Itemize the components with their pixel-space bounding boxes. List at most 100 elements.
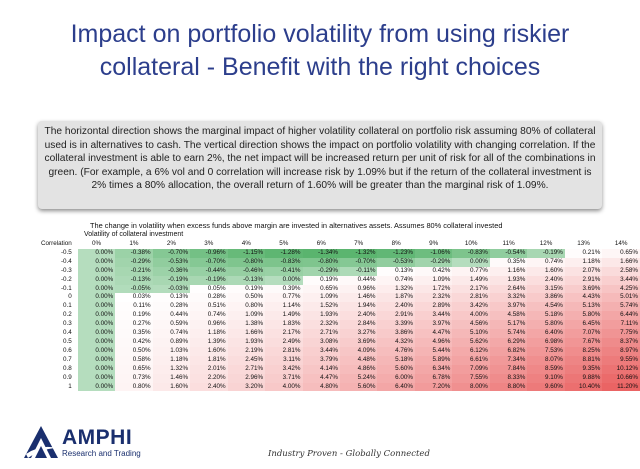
table-cell: 2.32% — [302, 320, 340, 330]
table-cell: -0.29% — [115, 257, 153, 267]
table-cell: 3.15% — [527, 284, 565, 294]
table-cell: 3.44% — [302, 346, 340, 356]
table-cell: -0.70% — [190, 257, 228, 267]
table-cell: 2.40% — [340, 311, 378, 321]
table-cell: 0.89% — [152, 337, 191, 347]
table-cell: 8.33% — [489, 373, 528, 383]
table-cell: 0.05% — [190, 284, 228, 294]
table-cell: 8.00% — [452, 382, 490, 392]
table-cell: 0.44% — [340, 275, 378, 285]
table-cell: -0.46% — [227, 266, 266, 276]
slide-title: Impact on portfolio volatility from usin… — [0, 18, 640, 84]
table-cell: 2.58% — [602, 266, 640, 276]
table-cell: 6.82% — [489, 346, 528, 356]
table-cell: 0.65% — [302, 284, 340, 294]
table-cell: 5.44% — [414, 346, 453, 356]
table-cell: 3.97% — [489, 302, 528, 312]
table-cell: 1.18% — [564, 257, 603, 267]
table-cell: 1.83% — [265, 320, 303, 330]
row-label: -0.5 — [60, 248, 72, 256]
table-cell: 2.19% — [227, 346, 266, 356]
table-cell: 6.12% — [452, 346, 490, 356]
table-cell: 5.62% — [452, 337, 490, 347]
table-cell: 5.17% — [489, 320, 528, 330]
table-subcaption: Volatility of collateral investment — [84, 231, 184, 238]
table-header-row: Correlation 0% 1% 2% 3% 4% 5% 6% 7% 8% 9… — [34, 240, 640, 249]
table-cell: 0.59% — [152, 320, 191, 330]
table-cell: 1.09% — [414, 275, 453, 285]
table-cell: 6.29% — [489, 337, 528, 347]
table-cell: 0.19% — [115, 311, 153, 321]
table-cell: 0.00% — [77, 329, 116, 338]
description-box: The horizontal direction shows the margi… — [38, 121, 602, 209]
table-cell: 4.86% — [340, 364, 378, 374]
table-cell: 7.11% — [602, 320, 640, 330]
table-cell: 0.74% — [377, 275, 415, 285]
table-cell: 2.40% — [190, 382, 228, 392]
table-cell: 4.76% — [377, 346, 415, 356]
table-cell: 0.00% — [77, 311, 116, 321]
table-cell: 2.49% — [265, 337, 303, 347]
table-cell: 0.50% — [115, 346, 153, 356]
table-cell: -0.21% — [115, 266, 153, 276]
table-cell: 1.09% — [227, 311, 266, 321]
table-cell: 0.27% — [115, 320, 153, 330]
column-header: 12% — [539, 240, 553, 247]
table-cell: 10.40% — [564, 382, 603, 392]
table-cell: 0.28% — [152, 302, 191, 312]
table-cell: 3.20% — [227, 382, 266, 392]
table-cell: 3.69% — [564, 284, 603, 294]
table-cell: 3.42% — [265, 364, 303, 374]
column-header: 14% — [614, 240, 628, 247]
table-cell: 4.96% — [414, 337, 453, 347]
table-cell: 2.84% — [340, 320, 378, 330]
table-cell: 0.00% — [77, 364, 116, 374]
table-cell: 5.18% — [377, 355, 415, 365]
table-cell: 1.66% — [227, 329, 266, 338]
table-row: -0.5 0.00% -0.38% -0.70% -0.96% -1.15% -1.28% -… — [34, 248, 640, 258]
table-cell: 3.08% — [302, 337, 340, 347]
table-cell: 0.00% — [77, 248, 116, 258]
table-cell: 2.96% — [227, 373, 266, 383]
table-cell: 1.46% — [152, 373, 191, 383]
table-cell: 0.35% — [489, 257, 528, 267]
table-row: 0.6 0.00% 0.50% 1.03% 1.60% 2.19% 2.81% 3.44% 4.… — [34, 346, 640, 356]
table-cell: -0.96% — [190, 248, 228, 258]
table-cell: 0.00% — [77, 257, 116, 267]
slide-title-line-1: Impact on portfolio volatility from usin… — [70, 20, 570, 48]
table-cell: 1.93% — [302, 311, 340, 321]
table-cell: 2.71% — [302, 329, 340, 338]
table-cell: -0.03% — [152, 284, 191, 294]
table-cell: 5.74% — [489, 329, 528, 338]
table-cell: 7.53% — [527, 346, 565, 356]
table-cell: -1.28% — [265, 248, 303, 258]
table-cell: 3.11% — [265, 355, 303, 365]
table-cell: 0.80% — [227, 302, 266, 312]
column-header: 5% — [279, 240, 289, 247]
table-cell: 4.32% — [377, 337, 415, 347]
table-cell: 2.01% — [190, 364, 228, 374]
table-cell: 8.80% — [489, 382, 528, 392]
table-cell: 2.45% — [227, 355, 266, 365]
table-cell: 0.77% — [452, 266, 490, 276]
column-header: 4% — [241, 240, 251, 247]
table-cell: 5.80% — [527, 320, 565, 330]
table-row: 0.8 0.00% 0.65% 1.32% 2.01% 2.71% 3.42% 4.14% 4.… — [34, 364, 640, 374]
table-cell: 1.60% — [152, 382, 191, 392]
table-cell: 1.87% — [377, 293, 415, 303]
table-cell: 7.55% — [452, 373, 490, 383]
table-cell: 3.97% — [414, 320, 453, 330]
table-cell: 5.24% — [340, 373, 378, 383]
table-cell: -0.05% — [115, 284, 153, 294]
table-cell: 0.42% — [414, 266, 453, 276]
row-label: 0.5 — [63, 337, 72, 345]
column-header: 6% — [316, 240, 326, 247]
table-cell: 9.55% — [602, 355, 640, 365]
table-cell: 0.65% — [115, 364, 153, 374]
table-cell: 2.07% — [564, 266, 603, 276]
logo-name: AMPHI — [62, 426, 133, 449]
table-cell: 1.46% — [340, 293, 378, 303]
table-cell: 2.91% — [564, 275, 603, 285]
table-cell: 8.81% — [564, 355, 603, 365]
table-cell: 5.13% — [564, 302, 603, 312]
